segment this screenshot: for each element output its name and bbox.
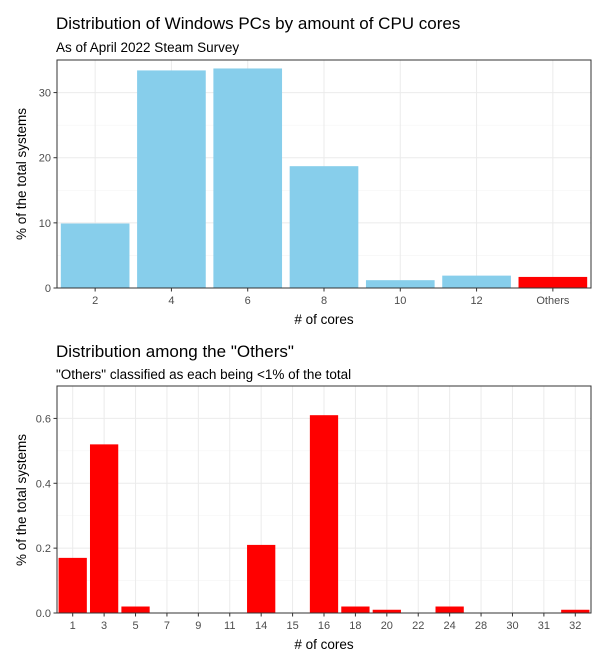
- x-tick-label: 11: [224, 620, 235, 632]
- bar-others: [518, 276, 588, 288]
- bar-32: [561, 609, 590, 613]
- chart1-bars: [60, 68, 588, 289]
- y-tick-label: 20: [39, 153, 51, 165]
- x-tick-label: 32: [569, 620, 581, 632]
- chart1-subtitle: As of April 2022 Steam Survey: [56, 40, 239, 55]
- x-tick-label: 7: [164, 620, 170, 632]
- y-tick-label: 0.4: [36, 478, 51, 490]
- bar-20: [372, 609, 401, 613]
- x-tick-label: 31: [538, 620, 550, 632]
- bar-24: [435, 606, 464, 613]
- bar-1: [58, 557, 87, 613]
- x-tick-label: 20: [381, 620, 393, 632]
- x-tick-label: 10: [394, 295, 406, 307]
- bar-2: [60, 223, 130, 288]
- x-tick-label: 8: [321, 295, 327, 307]
- chart2-y-axis-label: % of the total systems: [14, 434, 29, 566]
- bar-12: [442, 275, 511, 288]
- x-tick-label: 30: [506, 620, 518, 632]
- chart-others: Distribution among the "Others" "Others"…: [14, 342, 592, 652]
- bar-8: [289, 166, 359, 288]
- y-tick-label: 0: [45, 283, 51, 295]
- x-tick-label: Others: [536, 295, 570, 307]
- y-tick-label: 0.0: [36, 608, 51, 620]
- chart-cpu-cores: Distribution of Windows PCs by amount of…: [14, 14, 592, 327]
- x-tick-label: 1: [70, 620, 76, 632]
- bar-14: [247, 544, 276, 613]
- x-tick-label: 4: [168, 295, 174, 307]
- x-tick-label: 16: [318, 620, 330, 632]
- x-tick-label: 28: [475, 620, 487, 632]
- y-tick-label: 30: [39, 88, 51, 100]
- bar-16: [309, 415, 339, 613]
- bar-4: [137, 70, 206, 289]
- y-tick-label: 0.6: [36, 413, 51, 425]
- x-tick-label: 15: [286, 620, 298, 632]
- x-tick-label: 6: [245, 295, 251, 307]
- chart1-y-axis-label: % of the total systems: [14, 108, 29, 240]
- chart2-x-axis: 1 3 5 7 9 11 14 15 16 18 20 22 24 28 30 31 32: [70, 613, 581, 632]
- x-tick-label: 14: [255, 620, 267, 632]
- x-tick-label: 22: [412, 620, 424, 632]
- chart1-x-axis-label: # of cores: [294, 312, 354, 327]
- x-tick-label: 9: [195, 620, 201, 632]
- chart2-subtitle: "Others" classified as each being <1% of…: [56, 367, 351, 382]
- bar-5: [121, 606, 150, 613]
- chart1-x-axis: 2 4 6 8 10 12 Others: [92, 288, 570, 307]
- x-tick-label: 18: [349, 620, 361, 632]
- chart2-bars: [58, 415, 590, 613]
- chart2-x-axis-label: # of cores: [294, 637, 354, 652]
- chart2-y-axis: 0.0 0.2 0.4 0.6: [36, 413, 57, 620]
- bar-6: [213, 68, 283, 289]
- bar-3: [89, 444, 119, 613]
- x-tick-label: 2: [92, 295, 98, 307]
- y-tick-label: 10: [39, 218, 51, 230]
- chart2-title: Distribution among the "Others": [56, 342, 294, 361]
- chart1-title: Distribution of Windows PCs by amount of…: [56, 14, 460, 33]
- x-tick-label: 24: [444, 620, 456, 632]
- x-tick-label: 3: [101, 620, 107, 632]
- bar-18: [341, 606, 370, 613]
- x-tick-label: 5: [132, 620, 138, 632]
- x-tick-label: 12: [470, 295, 482, 307]
- chart1-y-axis: 0 10 20 30: [39, 88, 57, 295]
- y-tick-label: 0.2: [36, 543, 51, 555]
- bar-10: [365, 280, 435, 288]
